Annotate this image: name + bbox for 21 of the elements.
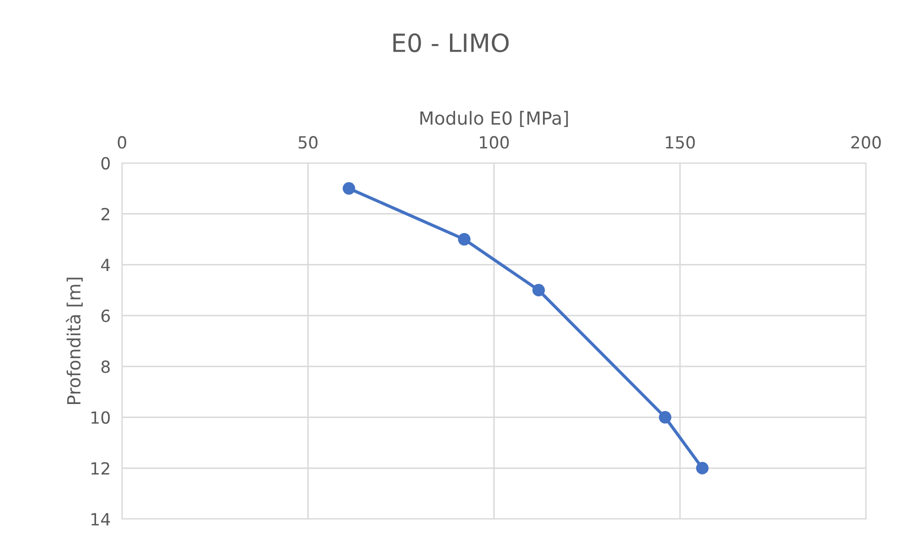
y-tick-label: 2 [102,208,110,220]
point [696,462,709,474]
y-tick-label: 12 [92,462,110,474]
x-tick-label: 100 [480,136,509,149]
x-tick-label: 0 [118,136,126,149]
y-tick-label: 4 [101,258,110,272]
point [532,284,545,296]
y-tick-label: 6 [101,310,110,322]
chart-title: E0 - LIMO [393,33,509,52]
x-axis-title: Modulo E0 [MPa] [420,110,568,128]
y-tick-label: 10 [92,411,110,424]
x-tick-label: 50 [298,136,318,149]
y-axis-title: Profondità [m] [66,278,83,404]
point [342,182,356,195]
x-tick-label: 200 [851,136,881,149]
point [458,233,470,246]
x-tick-label: 150 [666,136,695,149]
y-tick-label: 14 [92,513,110,526]
point [658,411,672,424]
y-tick-label: 8 [101,360,110,373]
y-tick-label: 0 [101,156,110,170]
